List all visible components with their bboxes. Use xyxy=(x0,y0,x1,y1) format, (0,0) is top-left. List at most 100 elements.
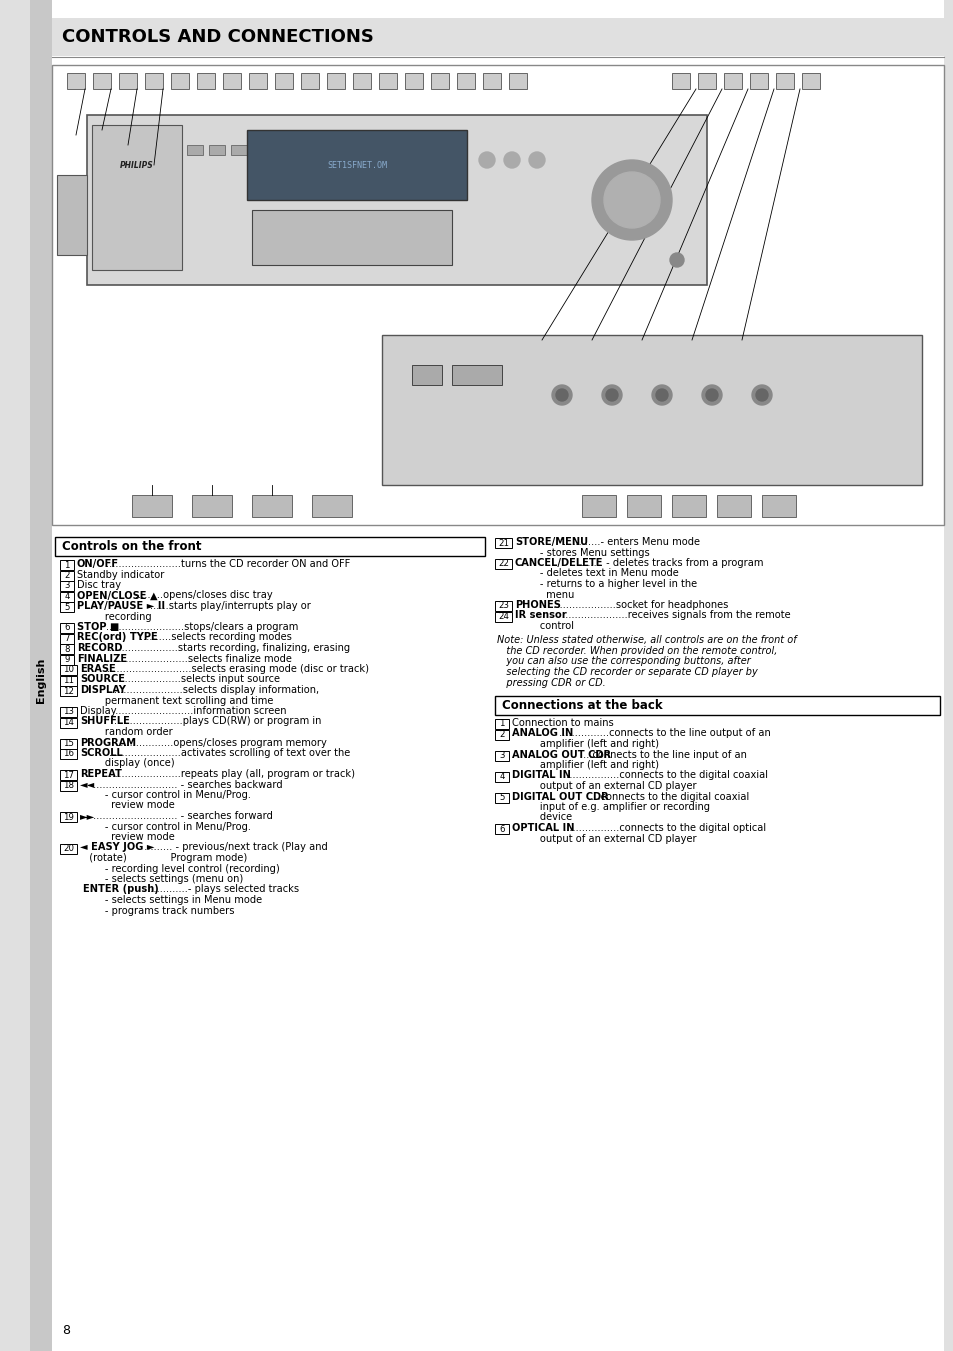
Bar xyxy=(60,812,77,821)
Bar xyxy=(581,494,616,517)
Bar xyxy=(495,612,512,621)
Bar xyxy=(495,730,509,739)
Text: 16: 16 xyxy=(63,750,74,758)
Text: PHONES: PHONES xyxy=(515,600,560,611)
Text: 2: 2 xyxy=(64,571,70,580)
Text: output of an external CD player: output of an external CD player xyxy=(517,834,696,843)
Circle shape xyxy=(478,153,495,168)
Text: PHILIPS: PHILIPS xyxy=(120,161,153,169)
Bar xyxy=(231,145,247,155)
Text: - cursor control in Menu/Prog.: - cursor control in Menu/Prog. xyxy=(83,821,251,831)
Bar xyxy=(60,654,74,665)
Text: input of e.g. amplifier or recording: input of e.g. amplifier or recording xyxy=(517,802,709,812)
Text: OPEN/CLOSE ▲: OPEN/CLOSE ▲ xyxy=(77,590,157,600)
Text: English: English xyxy=(36,658,46,703)
Text: ............- enters Menu mode: ............- enters Menu mode xyxy=(563,536,700,547)
Bar xyxy=(749,73,767,89)
Text: ◄◄: ◄◄ xyxy=(80,780,95,789)
Bar xyxy=(60,603,74,612)
Text: CANCEL/DELETE: CANCEL/DELETE xyxy=(515,558,603,567)
Text: - programs track numbers: - programs track numbers xyxy=(83,905,234,916)
Circle shape xyxy=(529,153,544,168)
Bar xyxy=(301,73,318,89)
Text: ANALOG OUT CDR: ANALOG OUT CDR xyxy=(512,750,610,759)
Text: display (once): display (once) xyxy=(83,758,174,769)
Circle shape xyxy=(755,389,767,401)
Bar xyxy=(495,793,509,802)
Text: ......starts play/interrupts play or: ......starts play/interrupts play or xyxy=(150,601,311,611)
Text: 3: 3 xyxy=(64,581,70,590)
Text: 5: 5 xyxy=(64,603,70,612)
Text: PROGRAM: PROGRAM xyxy=(80,738,136,747)
Text: selecting the CD recorder or separate CD player by: selecting the CD recorder or separate CD… xyxy=(497,667,757,677)
Bar xyxy=(223,73,241,89)
Circle shape xyxy=(651,385,671,405)
Text: ◄ EASY JOG ►: ◄ EASY JOG ► xyxy=(80,843,154,852)
Bar xyxy=(67,73,85,89)
Bar xyxy=(495,696,939,715)
Bar xyxy=(55,536,484,557)
Text: Connection to mains: Connection to mains xyxy=(512,717,613,728)
Text: output of an external CD player: output of an external CD player xyxy=(517,781,696,790)
Circle shape xyxy=(601,385,621,405)
Text: OPTICAL IN: OPTICAL IN xyxy=(512,823,574,834)
Text: 2: 2 xyxy=(498,730,504,739)
Text: ..........selects recording modes: ..........selects recording modes xyxy=(140,632,292,643)
Circle shape xyxy=(592,159,671,240)
Text: ........................turns the CD recorder ON and OFF: ........................turns the CD rec… xyxy=(106,559,350,569)
Text: the CD recorder. When provided on the remote control,: the CD recorder. When provided on the re… xyxy=(497,646,777,657)
Bar xyxy=(381,335,921,485)
Text: PLAY/PAUSE ► II: PLAY/PAUSE ► II xyxy=(77,601,165,611)
Text: 8: 8 xyxy=(64,644,70,654)
Circle shape xyxy=(605,389,618,401)
Bar xyxy=(60,686,77,696)
Text: recording: recording xyxy=(83,612,152,621)
Text: 15: 15 xyxy=(63,739,74,748)
Bar xyxy=(192,494,232,517)
Text: review mode: review mode xyxy=(83,832,174,842)
Text: IR sensor: IR sensor xyxy=(515,611,566,620)
Bar xyxy=(495,751,509,761)
Text: CONTROLS AND CONNECTIONS: CONTROLS AND CONNECTIONS xyxy=(62,28,374,46)
Text: .........opens/closes disc tray: .........opens/closes disc tray xyxy=(135,590,273,600)
Text: 3: 3 xyxy=(498,751,504,761)
Text: 20: 20 xyxy=(63,844,74,852)
Text: amplifier (left and right): amplifier (left and right) xyxy=(517,739,659,748)
Text: 1: 1 xyxy=(64,561,70,570)
Text: Note: Unless stated otherwise, all controls are on the front of: Note: Unless stated otherwise, all contr… xyxy=(497,635,796,646)
Bar xyxy=(60,781,77,790)
Text: 19: 19 xyxy=(63,812,74,821)
Text: Connections at the back: Connections at the back xyxy=(501,698,662,712)
Bar xyxy=(412,365,441,385)
Text: ................connects to the line output of an: ................connects to the line out… xyxy=(555,728,770,739)
Bar xyxy=(671,494,705,517)
Circle shape xyxy=(705,389,718,401)
Bar xyxy=(452,365,501,385)
Text: .......................repeats play (all, program or track): .......................repeats play (all… xyxy=(109,769,355,780)
Text: - cursor control in Menu/Prog.: - cursor control in Menu/Prog. xyxy=(83,790,251,800)
Text: Standby indicator: Standby indicator xyxy=(77,570,164,580)
Bar xyxy=(671,73,689,89)
Bar xyxy=(91,126,182,270)
Text: 6: 6 xyxy=(64,624,70,632)
Bar xyxy=(60,592,74,601)
Text: ►►: ►► xyxy=(80,811,95,821)
Text: you can also use the corresponding buttons, after: you can also use the corresponding butto… xyxy=(497,657,750,666)
Bar xyxy=(698,73,716,89)
Text: - deletes text in Menu mode: - deletes text in Menu mode xyxy=(517,569,678,578)
Text: SHUFFLE: SHUFFLE xyxy=(80,716,130,727)
Bar xyxy=(495,538,512,549)
Text: - stores Menu settings: - stores Menu settings xyxy=(517,547,649,558)
Bar xyxy=(60,748,77,759)
Text: Controls on the front: Controls on the front xyxy=(62,540,201,553)
Text: REC(ord) TYPE: REC(ord) TYPE xyxy=(77,632,157,643)
Text: 11: 11 xyxy=(63,676,74,685)
Bar xyxy=(60,770,77,780)
Text: 13: 13 xyxy=(63,708,74,716)
Text: - returns to a higher level in the: - returns to a higher level in the xyxy=(517,580,697,589)
Bar xyxy=(626,494,660,517)
Bar xyxy=(187,145,203,155)
Bar xyxy=(52,18,943,55)
Text: ......................selects display information,: ......................selects display in… xyxy=(113,685,318,694)
Text: DIGITAL IN: DIGITAL IN xyxy=(512,770,570,781)
